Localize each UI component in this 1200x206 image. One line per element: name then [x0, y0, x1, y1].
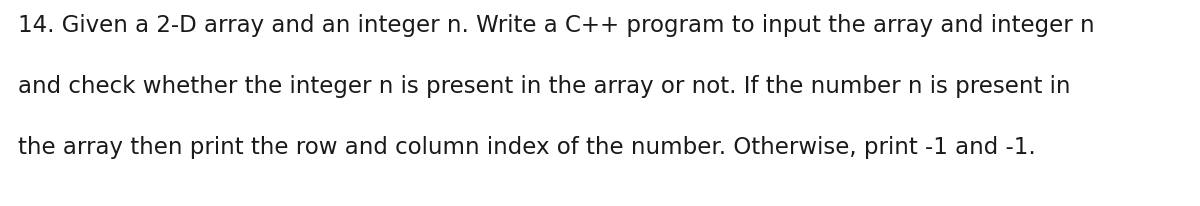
Text: 14. Given a 2-D array and an integer n. Write a C++ program to input the array a: 14. Given a 2-D array and an integer n. …: [18, 14, 1094, 37]
Text: and check whether the integer n is present in the array or not. If the number n : and check whether the integer n is prese…: [18, 75, 1070, 98]
Text: the array then print the row and column index of the number. Otherwise, print -1: the array then print the row and column …: [18, 136, 1036, 159]
